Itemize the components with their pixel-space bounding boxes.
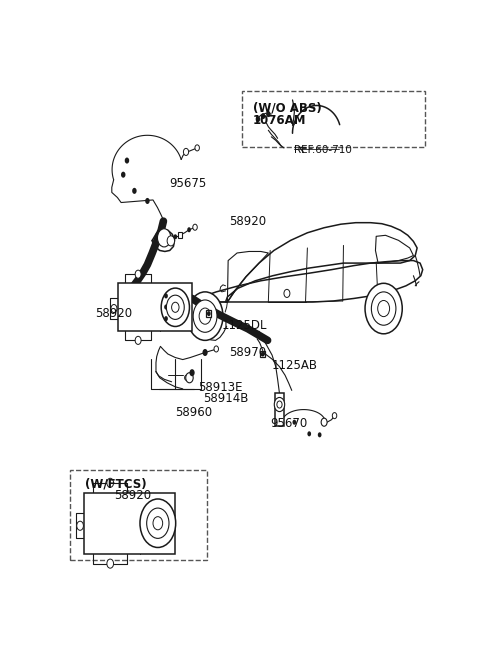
Bar [206,310,211,317]
Circle shape [261,113,265,119]
Circle shape [153,517,163,530]
Circle shape [292,420,296,424]
Circle shape [161,288,190,327]
Circle shape [321,418,327,426]
Text: 1125AB: 1125AB [271,359,317,372]
Circle shape [186,373,193,383]
Text: (W/O ABS): (W/O ABS) [252,102,322,115]
Circle shape [195,145,199,151]
Bar [275,394,284,426]
Circle shape [132,188,137,194]
Circle shape [261,352,264,357]
Circle shape [185,375,188,380]
Text: REF.60-710: REF.60-710 [294,146,352,155]
Text: 95675: 95675 [170,176,207,190]
Circle shape [135,337,141,344]
Circle shape [164,293,168,298]
Circle shape [121,172,125,178]
Circle shape [318,432,322,438]
Bar [242,91,424,147]
Text: 58920: 58920 [114,489,151,502]
Text: 58920: 58920 [96,307,132,320]
Circle shape [277,401,282,408]
Circle shape [332,413,337,419]
Circle shape [107,478,114,487]
Circle shape [157,229,171,247]
Circle shape [266,111,271,117]
Circle shape [307,431,311,436]
Bar [84,493,175,554]
Circle shape [207,311,211,316]
Circle shape [145,198,150,204]
Text: 58914B: 58914B [203,392,249,405]
Circle shape [274,398,285,411]
Circle shape [167,236,175,246]
Circle shape [172,302,179,312]
Circle shape [164,304,168,310]
Circle shape [173,234,177,239]
Text: (W/FTCS): (W/FTCS) [85,478,147,490]
Bar [118,283,192,331]
Bar [178,232,182,238]
Circle shape [284,289,290,297]
Circle shape [203,349,208,356]
Text: 1125DL: 1125DL [222,319,267,332]
Circle shape [256,116,260,122]
Circle shape [187,227,191,232]
Circle shape [107,559,114,568]
Circle shape [147,508,169,539]
Circle shape [193,300,217,333]
Circle shape [164,316,168,321]
Circle shape [365,283,402,334]
Circle shape [183,148,189,155]
Circle shape [190,369,195,377]
Circle shape [199,308,211,324]
Circle shape [77,522,84,530]
Circle shape [187,292,223,340]
Bar [71,470,207,560]
Text: 58960: 58960 [175,406,213,419]
Text: 58913E: 58913E [198,381,242,394]
Circle shape [125,157,129,163]
Text: 95670: 95670 [270,417,307,430]
Circle shape [378,300,390,317]
Circle shape [111,304,117,313]
Text: 58920: 58920 [229,215,266,228]
Circle shape [135,270,141,278]
Circle shape [372,292,396,325]
Bar [260,351,265,358]
Circle shape [167,295,184,319]
Text: 1076AM: 1076AM [252,113,306,127]
Circle shape [214,346,218,352]
Circle shape [193,224,197,230]
Text: 58970: 58970 [229,346,266,359]
Circle shape [140,499,176,548]
